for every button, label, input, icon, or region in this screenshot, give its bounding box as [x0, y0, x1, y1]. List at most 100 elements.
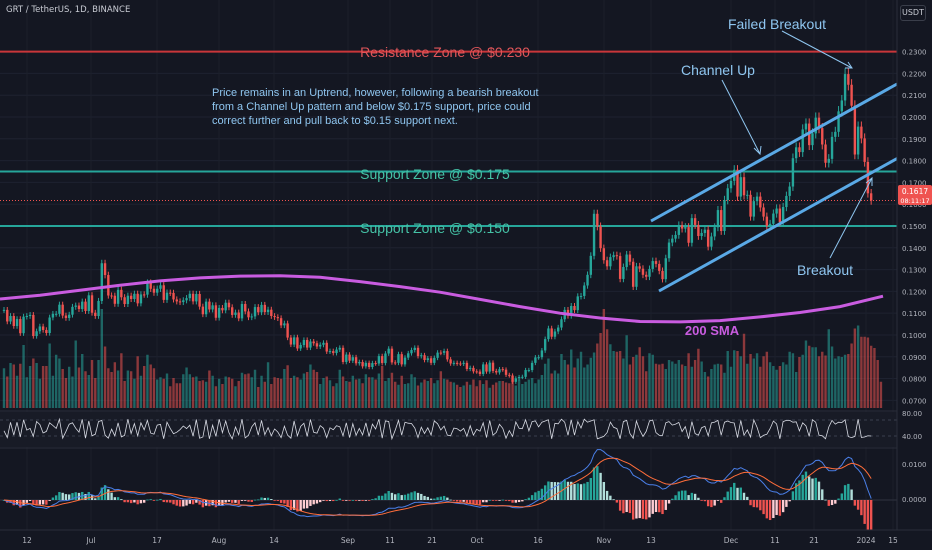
- candle[interactable]: [296, 337, 299, 349]
- candle[interactable]: [217, 307, 221, 318]
- candle[interactable]: [240, 304, 244, 319]
- candle[interactable]: [847, 74, 850, 85]
- candle[interactable]: [752, 201, 755, 217]
- candle[interactable]: [90, 295, 94, 313]
- candle[interactable]: [703, 229, 707, 233]
- candle[interactable]: [234, 312, 237, 315]
- candle[interactable]: [658, 263, 661, 271]
- candle[interactable]: [87, 295, 90, 311]
- candle[interactable]: [791, 158, 795, 187]
- candle[interactable]: [749, 194, 752, 217]
- candle[interactable]: [706, 229, 710, 247]
- candle[interactable]: [736, 169, 739, 197]
- candle[interactable]: [654, 261, 658, 264]
- candle[interactable]: [788, 186, 791, 196]
- candle[interactable]: [263, 304, 266, 313]
- candle[interactable]: [231, 307, 234, 315]
- candle[interactable]: [814, 117, 817, 134]
- candle[interactable]: [772, 213, 775, 224]
- candle[interactable]: [139, 294, 143, 304]
- candle[interactable]: [136, 293, 139, 304]
- candle[interactable]: [247, 311, 250, 318]
- candle[interactable]: [338, 347, 341, 350]
- candle[interactable]: [371, 363, 374, 368]
- candle[interactable]: [58, 304, 61, 314]
- candle[interactable]: [485, 364, 488, 372]
- candle[interactable]: [491, 362, 495, 371]
- candle[interactable]: [188, 293, 192, 299]
- candle[interactable]: [351, 357, 355, 361]
- candle[interactable]: [664, 258, 667, 280]
- candle[interactable]: [687, 227, 690, 243]
- candle[interactable]: [302, 339, 306, 345]
- candle[interactable]: [162, 285, 165, 300]
- candle[interactable]: [250, 316, 253, 318]
- candle[interactable]: [423, 355, 426, 361]
- candle[interactable]: [599, 226, 602, 249]
- candle[interactable]: [358, 361, 361, 364]
- candle[interactable]: [511, 375, 514, 382]
- candle[interactable]: [22, 316, 25, 334]
- candle[interactable]: [794, 147, 798, 159]
- candle[interactable]: [843, 74, 847, 101]
- candle[interactable]: [394, 362, 397, 364]
- candle[interactable]: [169, 292, 172, 294]
- candle[interactable]: [622, 266, 625, 279]
- candle[interactable]: [146, 282, 149, 295]
- candle[interactable]: [618, 256, 622, 279]
- candle[interactable]: [341, 347, 345, 362]
- candlestick-series[interactable]: [2, 68, 873, 384]
- candle[interactable]: [390, 348, 394, 363]
- candle[interactable]: [273, 316, 276, 318]
- candle[interactable]: [462, 362, 465, 364]
- channel-up-lines[interactable]: [650, 82, 899, 293]
- candle[interactable]: [801, 129, 804, 153]
- candle[interactable]: [537, 357, 540, 359]
- candle[interactable]: [361, 361, 364, 367]
- candle[interactable]: [671, 238, 674, 243]
- candle[interactable]: [113, 295, 117, 304]
- candle[interactable]: [276, 317, 280, 319]
- price-axis[interactable]: 0.2300 0.2200 0.2100 0.2000 0.1900 0.1800 0.17…: [896, 0, 932, 530]
- candle[interactable]: [723, 200, 726, 232]
- candle[interactable]: [596, 213, 599, 227]
- candle[interactable]: [720, 210, 723, 232]
- candle[interactable]: [495, 370, 498, 373]
- candle[interactable]: [81, 301, 84, 310]
- candle[interactable]: [674, 234, 677, 239]
- candle[interactable]: [765, 216, 769, 226]
- candle[interactable]: [550, 328, 553, 337]
- candle[interactable]: [214, 305, 218, 318]
- candle[interactable]: [693, 218, 697, 225]
- candle[interactable]: [645, 274, 648, 277]
- candle[interactable]: [195, 293, 198, 302]
- horizontal-levels[interactable]: [0, 50, 897, 227]
- candle[interactable]: [452, 362, 456, 364]
- candle[interactable]: [605, 260, 609, 267]
- candle[interactable]: [191, 293, 195, 302]
- candle[interactable]: [827, 158, 830, 163]
- candle[interactable]: [429, 358, 433, 363]
- candle[interactable]: [716, 210, 720, 228]
- candle[interactable]: [77, 305, 81, 310]
- candle[interactable]: [420, 355, 423, 357]
- candle[interactable]: [680, 225, 684, 229]
- candle[interactable]: [126, 295, 130, 305]
- candle[interactable]: [651, 261, 654, 269]
- candle[interactable]: [465, 362, 469, 369]
- candle[interactable]: [328, 351, 332, 353]
- candle[interactable]: [553, 331, 557, 337]
- candle[interactable]: [446, 351, 449, 360]
- candle[interactable]: [175, 299, 178, 302]
- candle[interactable]: [25, 316, 29, 318]
- candle[interactable]: [726, 188, 729, 201]
- candle[interactable]: [149, 282, 152, 289]
- candle[interactable]: [768, 223, 772, 226]
- candle[interactable]: [442, 351, 446, 353]
- candle[interactable]: [579, 295, 583, 297]
- candle[interactable]: [204, 301, 208, 315]
- candle[interactable]: [71, 306, 74, 315]
- candle[interactable]: [142, 294, 146, 296]
- candle[interactable]: [123, 297, 126, 305]
